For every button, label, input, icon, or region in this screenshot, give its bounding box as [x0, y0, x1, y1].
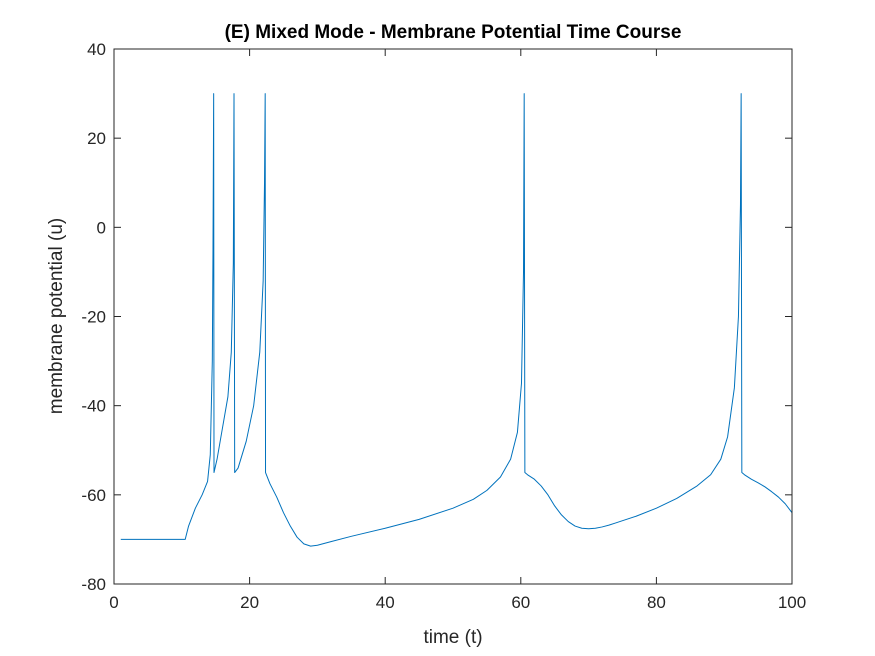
- x-tick-label: 0: [109, 593, 118, 612]
- x-tick-label: 60: [511, 593, 530, 612]
- series-group: [120, 93, 793, 547]
- x-tick-label: 100: [778, 593, 806, 612]
- plot-area: 0 20 40 60 80 100 40 20 0 -20 -40 -60 -80: [81, 40, 806, 612]
- x-tick-label: 40: [376, 593, 395, 612]
- chart-title: (E) Mixed Mode - Membrane Potential Time…: [225, 22, 682, 43]
- y-tick-label: -60: [81, 486, 106, 505]
- x-tick-label: 80: [647, 593, 666, 612]
- x-axis-label: time (t): [423, 627, 482, 648]
- tick-group: 0 20 40 60 80 100 40 20 0 -20 -40 -60 -80: [81, 40, 806, 612]
- x-tick-label: 20: [240, 593, 259, 612]
- y-tick-label: -80: [81, 575, 106, 594]
- membrane-potential-line: [120, 93, 793, 547]
- axes-background: [114, 49, 792, 584]
- y-axis-label: membrane potential (u): [46, 218, 67, 414]
- y-tick-label: 20: [87, 129, 106, 148]
- y-tick-label: -20: [81, 308, 106, 327]
- y-tick-label: -40: [81, 397, 106, 416]
- y-tick-label: 0: [97, 218, 106, 237]
- y-tick-label: 40: [87, 40, 106, 59]
